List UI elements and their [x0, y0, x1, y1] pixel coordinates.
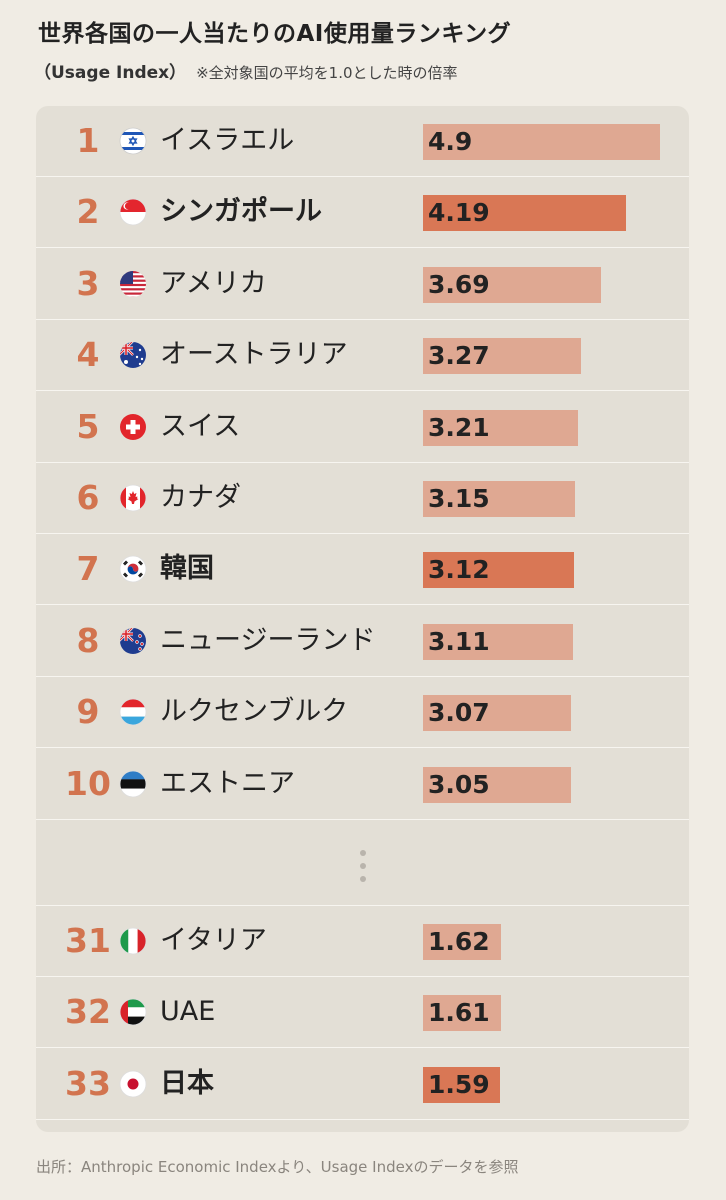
value-label: 3.05	[428, 770, 490, 799]
rank-number: 3	[76, 264, 100, 303]
rank-number: 32	[65, 992, 111, 1031]
ranking-row: 10 エストニア 3.05	[36, 749, 689, 820]
ranking-row: 9 ルクセンブルク 3.07	[36, 677, 689, 748]
value-bar	[423, 267, 601, 303]
country-name: 韓国	[160, 553, 214, 584]
country-name: オーストラリア	[160, 339, 348, 370]
country-name: 日本	[160, 1068, 214, 1099]
value-bar	[423, 767, 571, 803]
value-bar	[423, 924, 501, 960]
estonia-flag-icon	[119, 770, 147, 798]
ranking-row: 33 日本 1.59	[36, 1049, 689, 1120]
rank-number: 9	[76, 692, 100, 731]
uae-flag-icon	[119, 998, 147, 1026]
ranking-row: 1 イスラエル 4.9	[36, 106, 689, 177]
value-bar	[423, 995, 501, 1031]
country-name: スイス	[160, 411, 241, 442]
value-bar	[423, 124, 660, 160]
korea-flag-icon	[119, 555, 147, 583]
switzerland-flag-icon	[119, 413, 147, 441]
value-label: 3.27	[428, 341, 490, 370]
ranking-row: 31 イタリア 1.62	[36, 906, 689, 977]
source-note: 出所：Anthropic Economic Indexより、Usage Inde…	[36, 1158, 519, 1176]
country-name: シンガポール	[160, 196, 322, 227]
subtitle-unit: （Usage Index）	[34, 63, 187, 83]
israel-flag-icon	[119, 127, 147, 155]
value-bar	[423, 410, 578, 446]
chart-subtitle: （Usage Index） ※全対象国の平均を1.0とした時の倍率	[34, 58, 458, 83]
rank-number: 1	[76, 121, 100, 160]
country-name: ニュージーランド	[160, 625, 376, 656]
value-bar	[423, 481, 575, 517]
japan-flag-icon	[119, 1070, 147, 1098]
value-label: 1.59	[428, 1070, 490, 1099]
value-label: 3.69	[428, 270, 490, 299]
value-label: 3.15	[428, 484, 490, 513]
value-label: 4.19	[428, 198, 490, 227]
country-name: UAE	[160, 996, 216, 1027]
value-bar	[423, 624, 573, 660]
value-bar	[423, 1067, 500, 1103]
value-bar	[423, 338, 581, 374]
value-label: 1.61	[428, 998, 490, 1027]
new-zealand-flag-icon	[119, 627, 147, 655]
ranking-row: 2 シンガポール 4.19	[36, 177, 689, 248]
rank-number: 6	[76, 478, 100, 517]
value-bar	[423, 552, 574, 588]
usa-flag-icon	[119, 270, 147, 298]
value-label: 3.11	[428, 627, 490, 656]
ranking-row: 6 カナダ 3.15	[36, 463, 689, 534]
value-bar	[423, 695, 571, 731]
country-name: アメリカ	[160, 268, 267, 299]
ellipsis-separator	[36, 820, 689, 906]
value-label: 4.9	[428, 127, 473, 156]
ranking-row: 3 アメリカ 3.69	[36, 249, 689, 320]
country-name: イスラエル	[160, 125, 295, 156]
canada-flag-icon	[119, 484, 147, 512]
country-name: ルクセンブルク	[160, 696, 349, 727]
value-label: 3.12	[428, 555, 490, 584]
australia-flag-icon	[119, 341, 147, 369]
ranking-row: 32 UAE 1.61	[36, 977, 689, 1048]
vertical-ellipsis-icon	[360, 850, 366, 889]
rank-number: 4	[76, 335, 100, 374]
italy-flag-icon	[119, 927, 147, 955]
country-name: イタリア	[160, 925, 267, 956]
rank-number: 5	[76, 407, 100, 446]
subtitle-note: ※全対象国の平均を1.0とした時の倍率	[196, 64, 458, 82]
singapore-flag-icon	[119, 198, 147, 226]
value-label: 1.62	[428, 927, 490, 956]
ranking-row: 8 ニュージーランド 3.11	[36, 606, 689, 677]
luxembourg-flag-icon	[119, 698, 147, 726]
value-bar	[423, 195, 626, 231]
country-name: カナダ	[160, 482, 241, 513]
rank-number: 2	[76, 192, 100, 231]
ranking-row: 7 韓国 3.12	[36, 534, 689, 605]
rank-number: 7	[76, 549, 100, 588]
country-name: エストニア	[160, 768, 295, 799]
rank-number: 33	[65, 1064, 111, 1103]
value-label: 3.21	[428, 413, 490, 442]
value-label: 3.07	[428, 698, 490, 727]
rank-number: 10	[65, 764, 111, 803]
ranking-row: 4 オーストラリア 3.27	[36, 320, 689, 391]
chart-title: 世界各国の一人当たりのAI使用量ランキング	[38, 21, 512, 47]
rank-number: 8	[76, 621, 100, 660]
ranking-row: 5 スイス 3.21	[36, 392, 689, 463]
ranking-card: 1 イスラエル 4.9 2 シンガポール 4.19 3 アメリカ 3.69 4 オーストラリア 3.2…	[36, 106, 689, 1132]
rank-number: 31	[65, 921, 111, 960]
